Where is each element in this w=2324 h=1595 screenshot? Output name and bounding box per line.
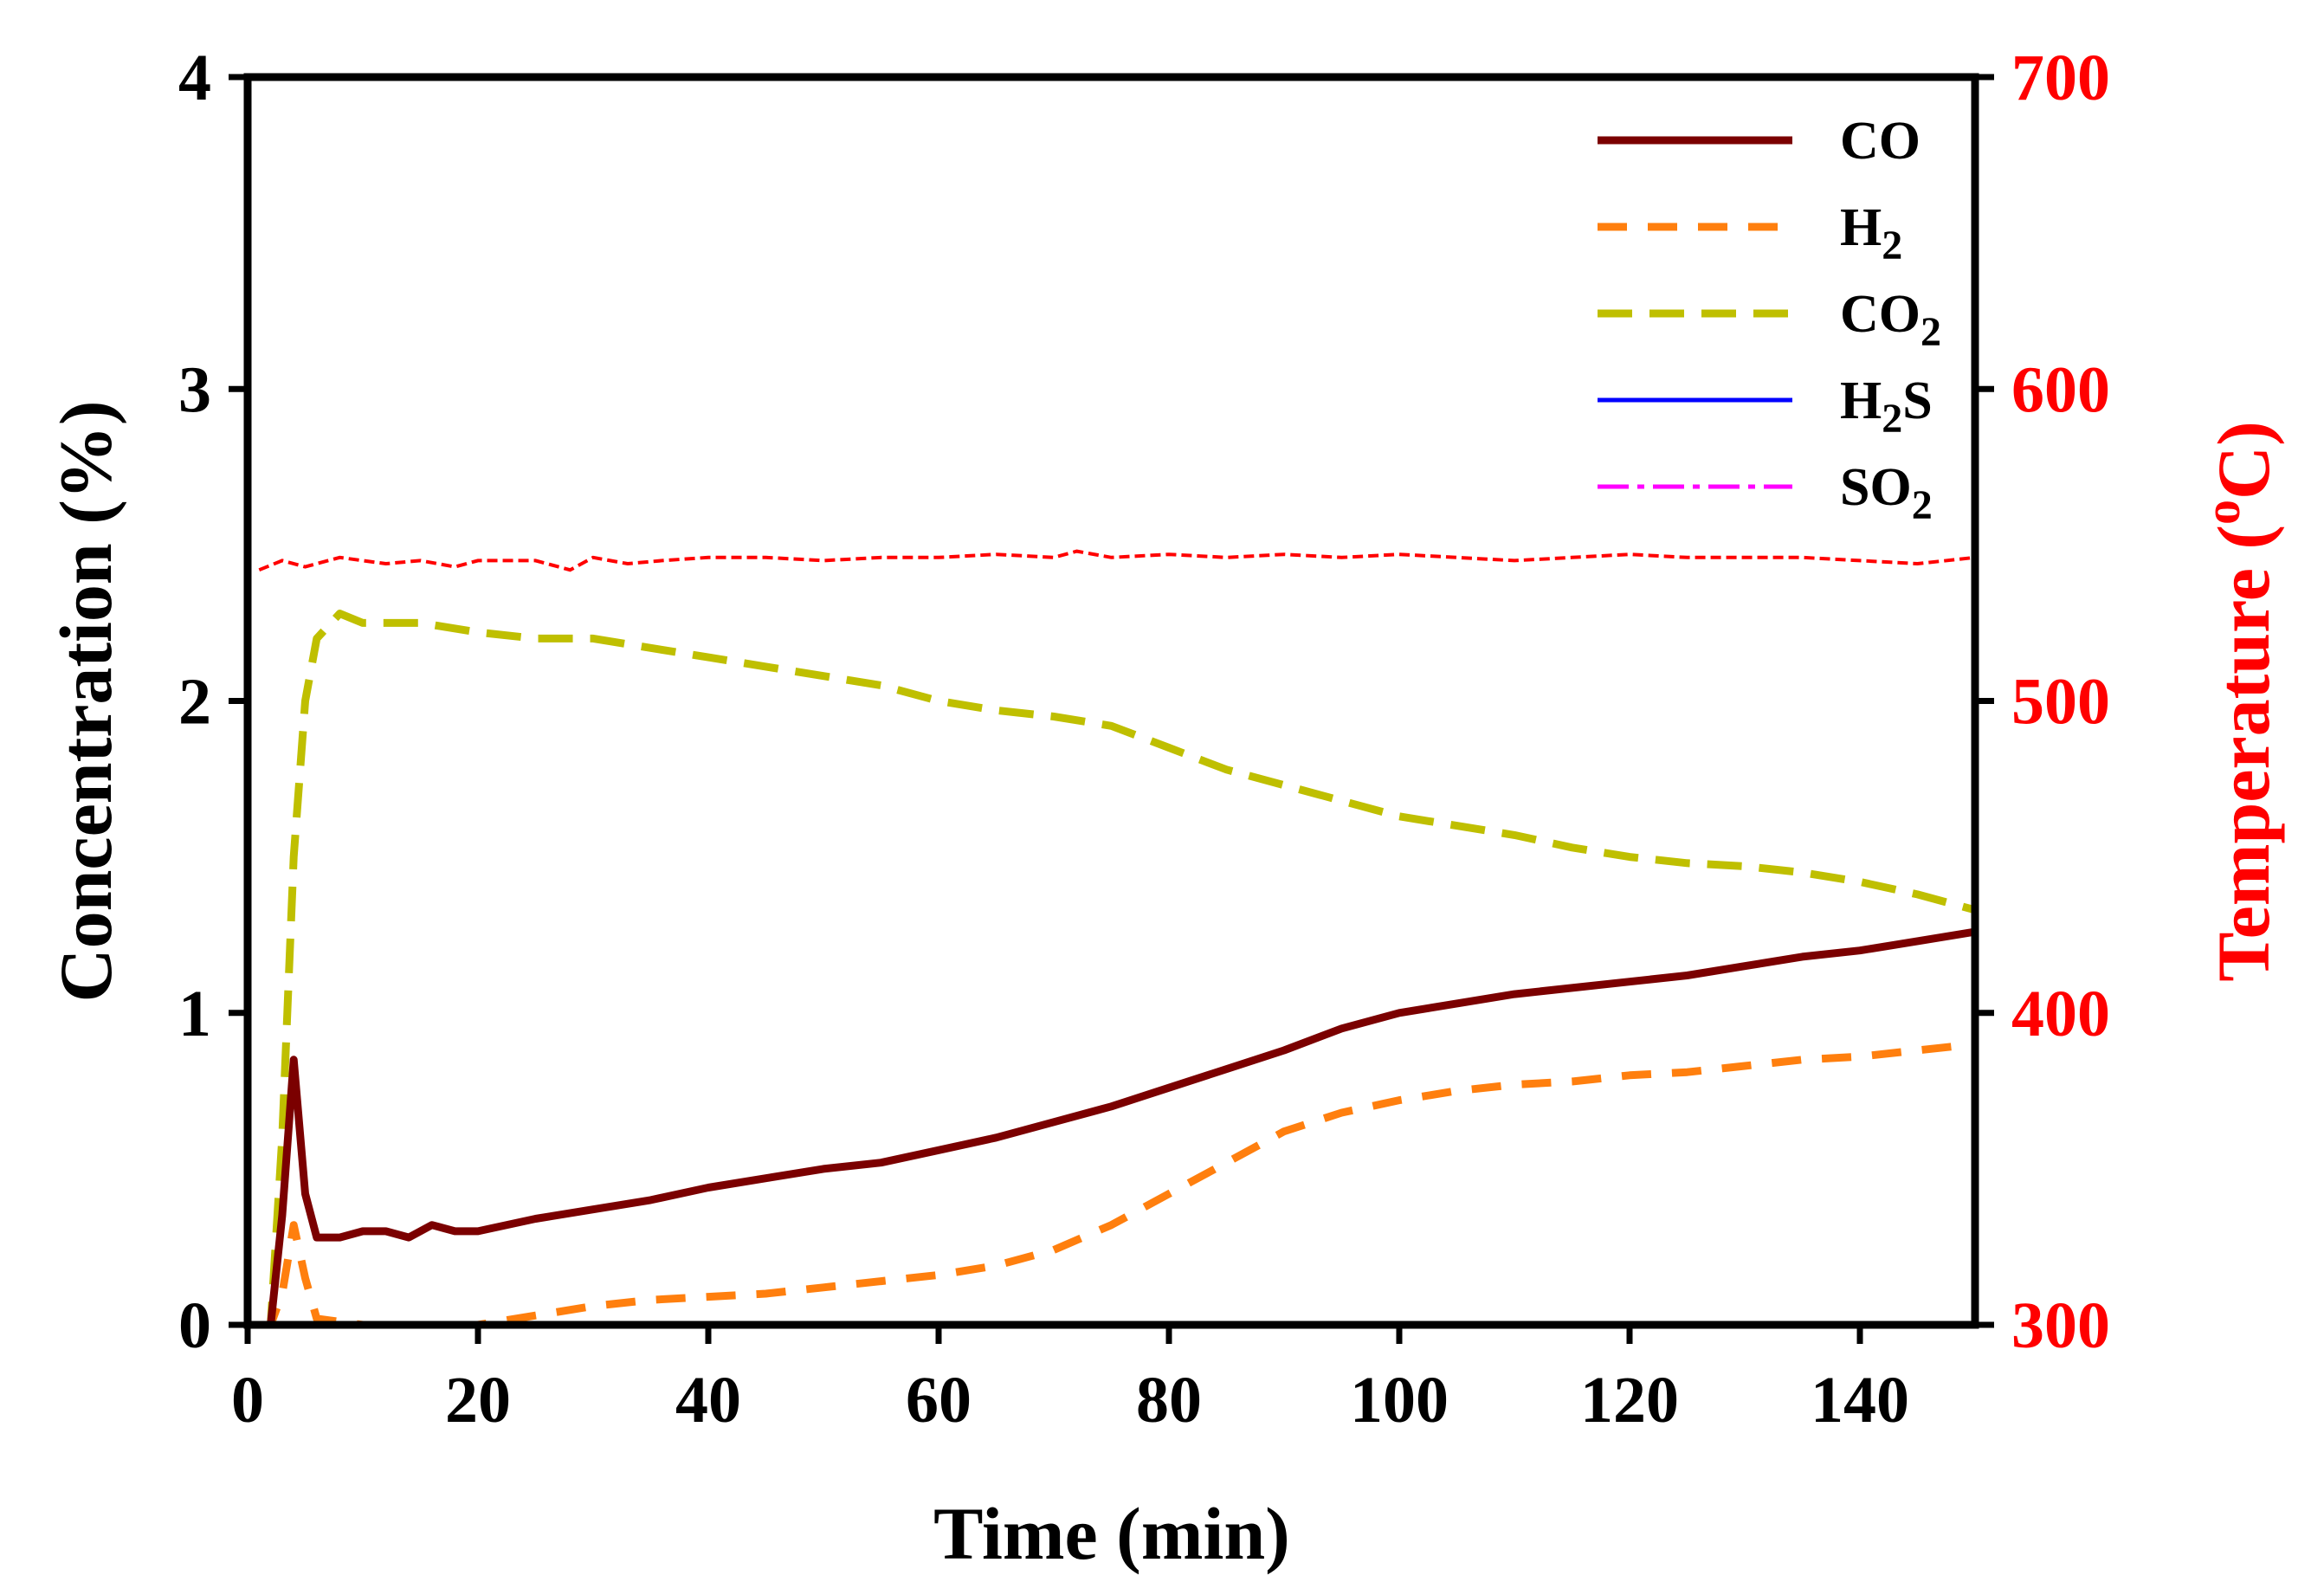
y-tick-label-3: 3 (178, 353, 211, 426)
x-tick-label-2: 40 (675, 1364, 741, 1437)
series-line-h2 (259, 1040, 1976, 1329)
y2-axis-title-main: Temperature ( (2202, 525, 2285, 982)
y2-axis-title-superscript: o (2194, 500, 2250, 525)
y-tick-label-2: 2 (178, 666, 211, 739)
y2-tick-label-3: 600 (2011, 353, 2110, 426)
legend: CO H2 CO2 H2S SO2 (1598, 112, 1941, 528)
x-tick-label-3: 60 (906, 1364, 972, 1437)
series-line-co2 (259, 610, 1977, 1329)
y-tick-label-4: 4 (178, 42, 211, 114)
series-line-co (259, 927, 1976, 1329)
y2-tick-label-2: 500 (2011, 666, 2110, 739)
legend-label-h2s: H2S (1840, 371, 1933, 442)
legend-label-so2: SO2 (1840, 458, 1933, 528)
y2-tick-label-1: 400 (2011, 978, 2110, 1050)
y2-tick-label-0: 300 (2011, 1289, 2110, 1362)
x-axis-title: Time (min) (933, 1492, 1290, 1575)
ticks-layer: 0 20 40 60 80 100 120 140 0 1 2 3 4 300 400 500 600 700 (178, 42, 2110, 1437)
y2-tick-label-4: 700 (2011, 42, 2110, 114)
y2-axis-title-end: C) (2202, 421, 2285, 500)
x-tick-label-1: 20 (445, 1364, 511, 1437)
y-tick-label-1: 1 (178, 978, 211, 1050)
x-tick-label-4: 80 (1136, 1364, 1202, 1437)
y-axis-title: Concentration (%) (44, 400, 127, 1002)
series-line-temperature (258, 549, 1976, 572)
x-tick-label-7: 140 (1811, 1364, 1909, 1437)
y2-axis-title: Temperature (oC) (2194, 421, 2285, 982)
legend-label-co: CO (1840, 112, 1921, 171)
x-tick-label-0: 0 (231, 1364, 264, 1437)
y-tick-label-0: 0 (178, 1289, 211, 1362)
x-tick-label-6: 120 (1580, 1364, 1679, 1437)
legend-label-co2: CO2 (1840, 285, 1941, 355)
x-tick-label-5: 100 (1350, 1364, 1449, 1437)
legend-label-h2: H2 (1840, 198, 1902, 268)
